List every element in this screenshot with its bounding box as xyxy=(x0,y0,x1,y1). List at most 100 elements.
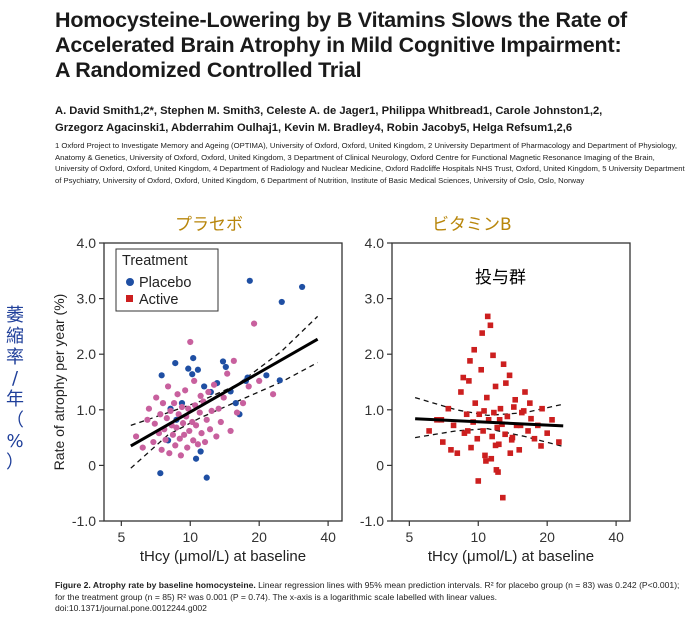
y-tick-label: 2.0 xyxy=(77,346,97,362)
data-point-placebo-pink xyxy=(158,446,165,453)
data-point-active xyxy=(485,417,492,423)
data-point-active xyxy=(476,411,483,418)
data-point-placebo-pink xyxy=(198,430,205,437)
data-point-active xyxy=(522,389,528,395)
data-point-placebo-pink xyxy=(159,400,167,407)
data-point-placebo-pink xyxy=(210,381,218,388)
y-tick-label: 1.0 xyxy=(77,402,97,418)
data-point-placebo-pink xyxy=(132,433,140,440)
data-point-active xyxy=(481,408,487,414)
y-axis-char: 率 xyxy=(6,347,24,368)
data-point-placebo-pink xyxy=(163,415,170,422)
y-axis-label-jp: 萎 縮 率 / 年 （ % ） xyxy=(2,305,28,473)
data-point-active xyxy=(489,433,495,440)
data-point-placebo xyxy=(222,363,229,371)
y-tick-label: 4.0 xyxy=(365,235,385,251)
ci-lower-line xyxy=(130,361,318,469)
data-point-active xyxy=(509,434,516,441)
data-point-placebo xyxy=(278,298,285,306)
data-point-placebo xyxy=(172,359,179,367)
x-tick-label: 5 xyxy=(117,529,125,545)
chart-panel-1: -1.0 0 1.0 2.0 3.0 4.0 5 10 20 40 tHcy (μmol/L) at… xyxy=(51,235,343,565)
regression-line xyxy=(415,417,564,428)
y-axis-char: ） xyxy=(6,452,24,473)
affiliations: 1 Oxford Project to Investigate Memory a… xyxy=(55,141,685,185)
data-point-placebo-pink xyxy=(208,407,215,415)
y-tick-label: -1.0 xyxy=(72,513,96,529)
x-tick-label: 5 xyxy=(405,529,413,545)
data-point-active xyxy=(496,441,502,448)
data-point-placebo-pink xyxy=(239,400,247,407)
data-point-placebo xyxy=(246,277,253,284)
data-point-active xyxy=(528,415,534,422)
data-point-placebo xyxy=(157,470,164,477)
data-point-active xyxy=(503,380,509,386)
data-point-placebo-pink xyxy=(205,388,212,396)
legend-entry-placebo: Placebo xyxy=(139,275,191,291)
data-point-placebo-pink xyxy=(250,320,258,327)
data-point-active xyxy=(538,443,544,449)
data-point-placebo-pink xyxy=(150,438,157,446)
data-point-active xyxy=(492,383,499,390)
data-point-placebo-pink xyxy=(190,437,197,444)
data-point-placebo xyxy=(276,377,283,384)
y-tick-label: 4.0 xyxy=(77,235,97,251)
data-point-active xyxy=(507,450,514,456)
data-point-placebo xyxy=(219,358,227,365)
author-list: A. David Smith1,2*, Stephen M. Smith3, C… xyxy=(55,103,685,137)
data-point-placebo-pink xyxy=(245,383,252,390)
data-point-active xyxy=(478,366,484,373)
caption-label: Figure 2. Atrophy rate by baseline homoc… xyxy=(55,580,256,590)
title-line: A Randomized Controlled Trial xyxy=(55,58,362,82)
data-point-active xyxy=(539,405,545,412)
data-point-active xyxy=(458,389,464,395)
data-point-active xyxy=(491,409,497,416)
paper-title: Homocysteine-Lowering by B Vitamins Slow… xyxy=(55,8,685,83)
figure-caption: Figure 2. Atrophy rate by baseline homoc… xyxy=(55,580,685,615)
data-point-placebo-pink xyxy=(227,427,234,435)
ci-upper-line xyxy=(130,315,319,427)
data-point-placebo-pink xyxy=(206,426,214,433)
x-tick-label: 20 xyxy=(251,529,267,545)
data-point-placebo-pink xyxy=(256,377,263,384)
data-point-active xyxy=(497,405,504,412)
data-point-active xyxy=(450,422,457,429)
data-point-active xyxy=(426,428,432,434)
data-point-active xyxy=(483,458,489,464)
regression-line xyxy=(130,337,319,448)
data-point-placebo xyxy=(299,283,306,291)
data-point-active xyxy=(502,431,508,438)
caption-doi: doi:10.1371/journal.pone.0012244.g002 xyxy=(55,603,207,613)
author-line: Grzegorz Agacinski1, Abderrahim Oulhaj1,… xyxy=(55,122,573,134)
data-point-placebo-pink xyxy=(192,422,200,429)
data-point-active xyxy=(504,413,511,420)
data-point-placebo-pink xyxy=(197,392,204,399)
x-tick-label: 20 xyxy=(539,529,555,545)
data-point-placebo-pink xyxy=(166,450,173,457)
y-axis-char: 萎 xyxy=(6,305,24,326)
data-point-placebo-pink xyxy=(201,438,209,446)
data-point-active xyxy=(461,430,468,436)
data-point-placebo xyxy=(201,383,208,390)
legend-marker-placebo xyxy=(126,278,134,286)
ci-upper-line xyxy=(414,396,564,417)
data-point-placebo-pink xyxy=(145,405,153,412)
y-tick-label: 1.0 xyxy=(365,402,385,418)
data-point-placebo-pink xyxy=(187,338,194,346)
data-point-active xyxy=(512,396,519,403)
data-point-active xyxy=(544,430,550,436)
y-axis-char: 縮 xyxy=(6,326,24,347)
data-point-placebo-pink xyxy=(191,377,198,384)
data-point-active xyxy=(448,447,454,453)
data-point-active xyxy=(484,394,490,401)
data-point-placebo-pink xyxy=(184,444,191,451)
data-point-placebo-pink xyxy=(220,394,227,401)
treated-group-label-jp: 投与群 xyxy=(475,268,526,288)
plot-frame xyxy=(103,242,343,522)
y-tick-label: 0 xyxy=(376,457,384,473)
data-point-active xyxy=(474,435,481,442)
ci-lower-line xyxy=(414,428,564,448)
data-point-placebo xyxy=(203,474,210,481)
data-point-placebo-pink xyxy=(162,436,169,443)
